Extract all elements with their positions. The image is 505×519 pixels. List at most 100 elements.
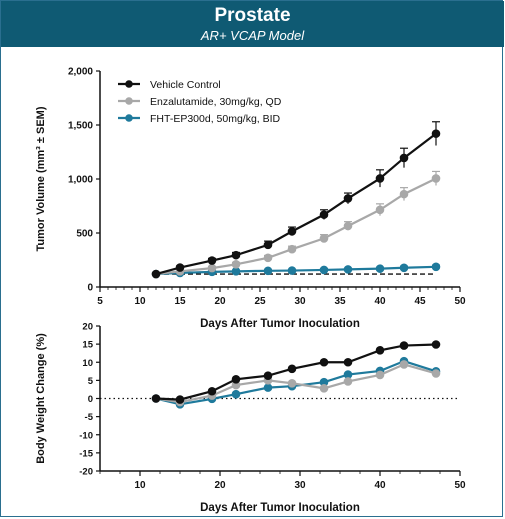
x-tick-label: 5: [97, 296, 103, 307]
y-tick-label: 1,000: [68, 175, 93, 186]
data-point: [319, 234, 329, 243]
data-point: [343, 377, 353, 386]
data-point: [399, 341, 409, 350]
data-point: [343, 221, 353, 231]
x-tick-label: 50: [454, 480, 466, 491]
y-axis-label: Tumor Volume (mm³ ± SEM): [35, 106, 47, 251]
x-tick-label: 10: [134, 480, 146, 491]
data-point: [207, 256, 217, 265]
data-point: [375, 264, 385, 273]
data-point: [231, 250, 241, 260]
data-point: [319, 265, 329, 275]
data-point: [375, 370, 385, 380]
series-0: [151, 340, 441, 404]
legend-marker: [125, 97, 133, 105]
data-point: [319, 384, 329, 393]
x-tick-label: 15: [174, 296, 186, 307]
data-point: [263, 240, 273, 250]
y-tick-label: 2,000: [68, 67, 93, 78]
tumor-volume-chart: 0 500 1,000 1,500 2,000 5 10 15 20 25 30 35 40 45 50 Da…: [35, 67, 466, 331]
y-axis-label: Body Weight Change (%): [35, 333, 47, 464]
figure-header: Prostate AR+ VCAP Model: [1, 1, 504, 47]
legend-label: FHT-EP300d, 50mg/kg, BID: [150, 113, 281, 125]
data-point: [287, 244, 297, 254]
data-point: [431, 262, 441, 272]
series-line: [155, 132, 437, 276]
series-line: [155, 177, 437, 276]
x-tick-label: 30: [294, 480, 306, 491]
x-tick-label: 45: [414, 296, 426, 307]
data-point: [375, 345, 385, 355]
data-point: [399, 263, 409, 273]
x-tick-label: 25: [254, 296, 266, 307]
x-tick-label: 30: [294, 296, 306, 307]
data-point: [287, 378, 297, 388]
x-tick-label: 40: [374, 480, 386, 491]
y-tick-label: -20: [79, 467, 93, 478]
data-point: [343, 357, 353, 367]
data-point: [263, 371, 273, 380]
series-0: [151, 121, 441, 279]
data-point: [431, 369, 441, 378]
legend-marker: [125, 114, 133, 122]
data-point: [399, 153, 409, 163]
data-point: [151, 269, 161, 279]
y-tick-label: 0: [87, 283, 93, 294]
data-point: [151, 394, 161, 403]
data-point: [231, 267, 241, 276]
y-tick-label: -5: [85, 412, 94, 423]
body-weight-chart: -20 -15 -10 -5 0 5 10 15 20 10 20 30 40 50 Days After …: [35, 322, 466, 515]
data-point: [175, 263, 185, 272]
y-tick-label: 5: [88, 376, 94, 387]
y-tick-label: 500: [76, 229, 93, 240]
y-tick-label: 1,500: [68, 121, 93, 132]
x-tick-label: 50: [454, 296, 466, 307]
x-axis-label: Days After Tumor Inoculation: [200, 502, 360, 514]
data-point: [231, 374, 241, 384]
y-tick-label: -10: [79, 430, 93, 441]
data-point: [431, 129, 441, 138]
y-tick-label: 15: [82, 340, 93, 351]
x-tick-label: 20: [214, 296, 226, 307]
data-point: [343, 194, 353, 203]
data-point: [319, 210, 329, 219]
figure-title: Prostate: [214, 5, 291, 26]
y-tick-label: 0: [88, 394, 93, 405]
data-point: [431, 174, 441, 183]
x-tick-label: 10: [134, 296, 146, 307]
legend-label: Vehicle Control: [150, 79, 221, 91]
data-point: [287, 266, 297, 275]
data-point: [263, 383, 273, 392]
figure-subtitle: AR+ VCAP Model: [200, 28, 305, 43]
data-point: [287, 227, 297, 236]
x-tick-label: 20: [214, 480, 226, 491]
x-axis-label: Days After Tumor Inoculation: [200, 318, 360, 330]
y-tick-label: 10: [82, 358, 93, 369]
data-point: [319, 357, 329, 367]
data-point: [231, 389, 241, 399]
data-point: [287, 364, 297, 374]
series-1: [151, 170, 441, 279]
data-point: [399, 360, 409, 369]
y-tick-label: 20: [82, 322, 93, 333]
data-point: [375, 205, 385, 215]
x-tick-label: 40: [374, 296, 386, 307]
series-line: [155, 343, 437, 401]
y-tick-label: -15: [79, 448, 93, 459]
legend-marker: [125, 80, 133, 88]
data-point: [263, 253, 273, 263]
data-point: [431, 340, 441, 349]
legend-label: Enzalutamide, 30mg/kg, QD: [150, 96, 282, 108]
data-point: [207, 263, 217, 273]
data-point: [375, 174, 385, 183]
data-point: [207, 386, 217, 396]
data-point: [231, 260, 241, 269]
data-point: [175, 395, 185, 404]
data-point: [343, 265, 353, 274]
x-tick-label: 35: [334, 296, 346, 307]
data-point: [263, 266, 273, 276]
legend: Vehicle Control Enzalutamide, 30mg/kg, QD…: [118, 79, 282, 125]
data-point: [399, 189, 409, 199]
